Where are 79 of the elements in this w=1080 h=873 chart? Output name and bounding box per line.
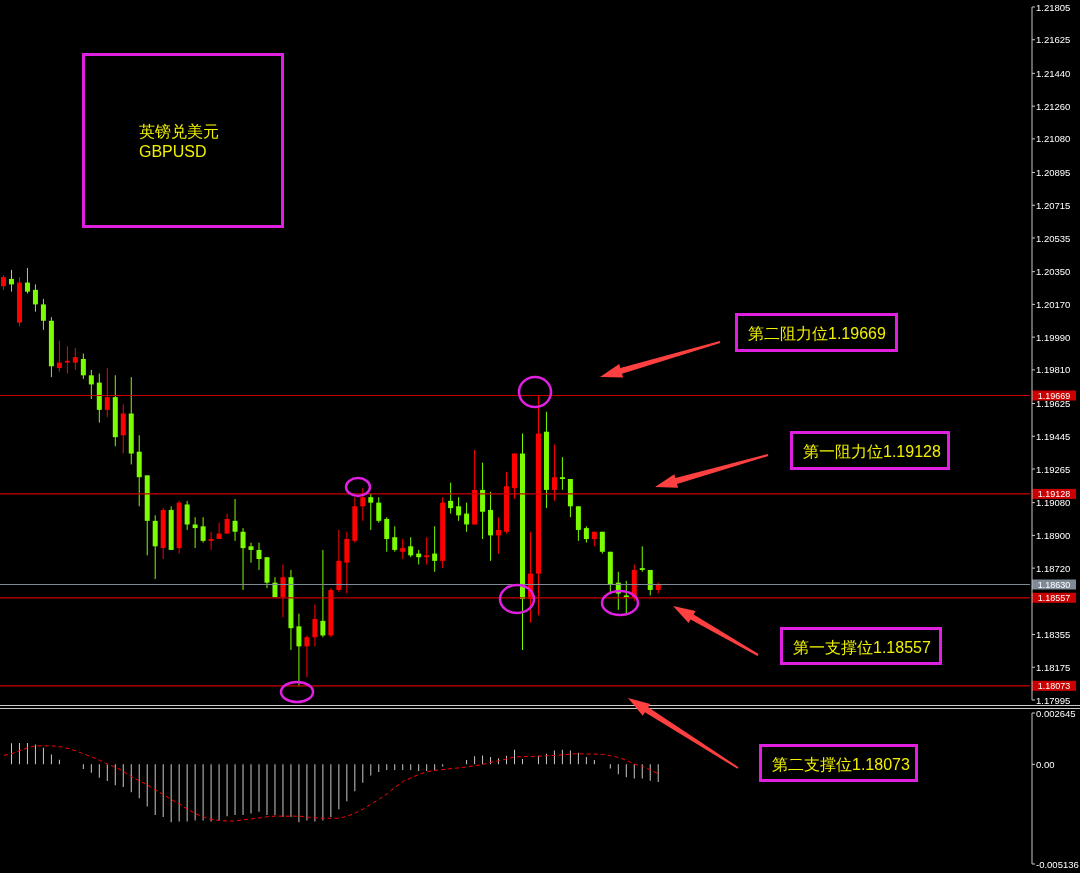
candlestick [304,634,310,678]
ref-line-label: 1.18630 [1037,580,1071,590]
annotation: 第二支撑位1.18073 [772,756,910,773]
candlestick [639,545,645,573]
candlestick [368,493,374,531]
y-tick-label: 1.20350 [1036,266,1071,278]
line-series [3,745,660,822]
annotation: 英镑兑美元 GBPUSD [139,123,219,160]
y-tick-label: 1.19080 [1036,497,1071,509]
candlestick [24,267,30,294]
candlestick [575,505,581,542]
annotation: 第二阻力位1.19669 [748,325,886,342]
candlestick [559,456,565,491]
candlestick [88,369,94,400]
y-tick-label: 1.21440 [1036,67,1071,79]
candlestick [40,298,46,331]
y-tick-label: 1.20535 [1036,232,1071,244]
candlestick [456,496,462,522]
candlestick [184,500,190,531]
candlestick [192,516,198,549]
candlestick [64,345,70,375]
ref-line-label: 1.19128 [1037,489,1071,500]
y-tick-label: 1.18175 [1036,661,1071,673]
candlestick [448,482,454,515]
candlestick [344,531,350,595]
candlestick [224,513,230,535]
y-tick-label: -0.005136 [1036,858,1079,870]
y-tick-label: 1.21260 [1036,100,1071,112]
candlestick [8,269,14,293]
candlestick [240,527,246,591]
candlestick [424,536,430,565]
candlestick [464,502,470,533]
y-tick-label: 1.18720 [1036,562,1071,574]
candlestick [80,353,86,380]
y-tick-label: 1.20715 [1036,199,1071,211]
y-tick-label: 0.002645 [1036,707,1076,719]
y-tick-label: 1.20895 [1036,167,1071,179]
y-tick-label: 1.20170 [1036,298,1071,310]
y-tick-label: 1.21080 [1036,133,1071,145]
candlestick [56,340,62,373]
candlestick [408,536,414,558]
candlestick [551,443,557,502]
candlestick [248,542,254,564]
candlestick [256,542,262,571]
candlestick [32,283,38,313]
candlestick [232,498,238,542]
y-tick-label: 1.21625 [1036,34,1071,46]
candlestick [296,613,302,687]
annotation: 第一支撑位1.18557 [793,639,931,656]
y-tick-label: 1.17995 [1036,694,1071,706]
candlestick [104,367,110,418]
candlestick [216,522,222,540]
candlestick [360,487,366,522]
candlestick [312,604,318,647]
candlestick [496,516,502,555]
y-tick-label: 1.19990 [1036,331,1071,343]
y-tick-label: 1.21805 [1036,1,1071,13]
y-tick-label: 1.18900 [1036,529,1071,541]
candlestick [480,462,486,540]
annotation: 第一阻力位1.19128 [803,443,941,460]
candlestick [400,538,406,560]
ref-line-label: 1.18557 [1037,593,1071,604]
y-tick-label: 0.00 [1036,758,1055,770]
y-tick-label: 1.19810 [1036,364,1071,376]
ref-line-label: 1.18073 [1037,681,1071,692]
candlestick [72,347,78,371]
y-tick-label: 1.18355 [1036,629,1071,641]
y-tick-label: 1.19445 [1036,430,1071,442]
candlestick [432,525,438,573]
candlestick [280,563,286,618]
candlestick [208,531,214,551]
candlestick [120,403,126,455]
candlestick [320,549,326,638]
candlestick [376,496,382,524]
candlestick [392,525,398,553]
y-tick-label: 1.19265 [1036,463,1071,475]
candlestick [384,516,390,553]
candlestick [623,580,629,616]
candlestick [200,516,206,544]
